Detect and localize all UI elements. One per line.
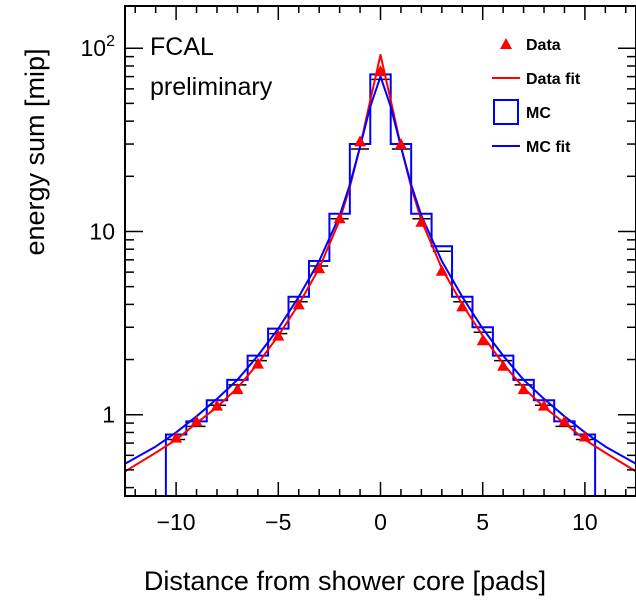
legend-label: MC fit bbox=[526, 139, 571, 156]
x-tick-label: 10 bbox=[572, 509, 598, 535]
x-tick-label: −5 bbox=[265, 509, 291, 535]
data-point bbox=[477, 334, 489, 345]
legend-label: MC bbox=[526, 105, 551, 122]
data-point bbox=[415, 216, 427, 227]
y-axis-label: energy sum [mip] bbox=[20, 48, 50, 255]
y-tick-label: 1 bbox=[102, 402, 115, 428]
legend-item: Data fit bbox=[492, 71, 581, 88]
legend-item: MC bbox=[494, 100, 551, 124]
x-axis-label: Distance from shower core [pads] bbox=[144, 566, 546, 596]
legend-label: Data fit bbox=[526, 71, 581, 88]
x-tick-label: 0 bbox=[374, 509, 387, 535]
y-tick-label: 10 bbox=[89, 218, 115, 244]
plot-area bbox=[125, 55, 636, 496]
annotation-fcal: FCAL bbox=[150, 33, 214, 61]
mc-fit-line bbox=[125, 77, 636, 464]
y-tick-label: 102 bbox=[81, 33, 116, 61]
legend-triangle-icon bbox=[500, 38, 512, 49]
data-fit-line bbox=[125, 55, 636, 472]
legend: Data Data fit MC MC fit bbox=[492, 37, 581, 156]
mc-histogram bbox=[166, 74, 595, 496]
legend-box-icon bbox=[494, 100, 518, 124]
legend-label: Data bbox=[526, 37, 561, 54]
x-tick-label: 5 bbox=[476, 509, 489, 535]
legend-item: Data bbox=[500, 37, 561, 54]
plot-clipped bbox=[125, 55, 636, 496]
data-point bbox=[354, 135, 366, 146]
legend-item: MC fit bbox=[492, 139, 571, 156]
x-tick-label: −10 bbox=[157, 509, 196, 535]
annotation-preliminary: preliminary bbox=[150, 73, 273, 101]
